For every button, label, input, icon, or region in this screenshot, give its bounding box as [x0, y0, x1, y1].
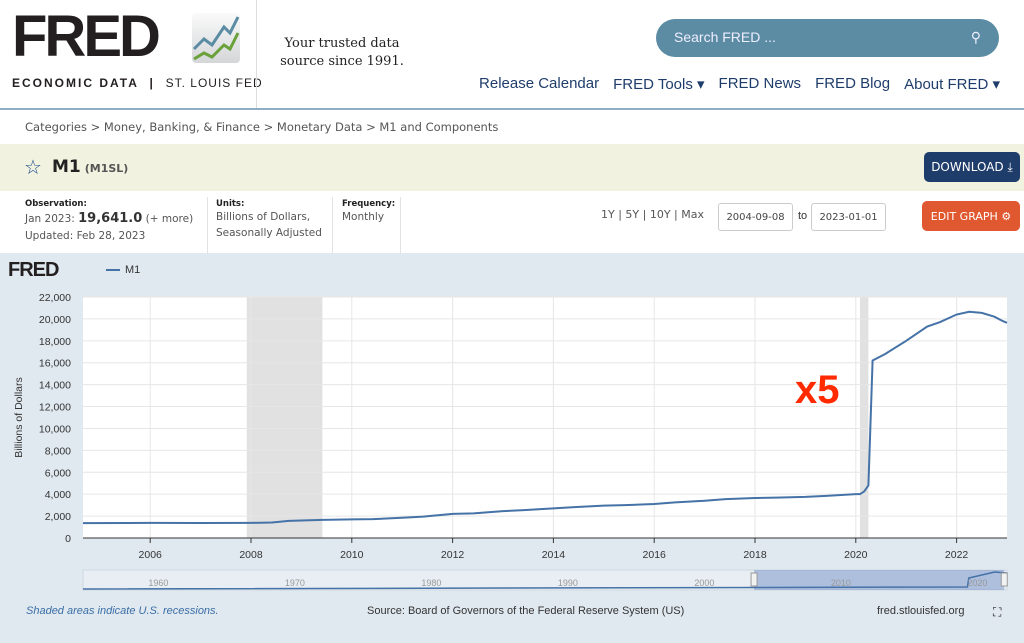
nav-fred-tools[interactable]: FRED Tools ▾: [613, 76, 705, 93]
divider: [256, 0, 257, 108]
x-tick-label: 2020: [844, 549, 868, 561]
star-icon[interactable]: ☆: [24, 155, 42, 179]
recession-band: [860, 297, 869, 538]
download-icon: ⤓: [1007, 159, 1013, 174]
logo-subtitle: ECONOMIC DATA | ST. LOUIS FED: [12, 76, 263, 90]
nav-fred-blog[interactable]: FRED Blog: [815, 75, 891, 92]
divider: [332, 197, 333, 253]
gear-icon: ⚙: [1001, 209, 1012, 223]
plot-background: [83, 297, 1007, 538]
x-tick-label: 2018: [743, 549, 767, 561]
y-tick-label: 18,000: [39, 336, 71, 348]
navigator-handle[interactable]: [750, 572, 758, 587]
navigator-handle[interactable]: [1000, 572, 1008, 587]
x-tick-label: 2016: [643, 549, 667, 561]
download-button[interactable]: DOWNLOAD ⤓: [924, 152, 1020, 182]
nav-fred-news[interactable]: FRED News: [718, 75, 802, 92]
divider: [400, 197, 401, 253]
fred-logo-small: FRED: [8, 259, 59, 281]
edit-graph-button[interactable]: EDIT GRAPH ⚙: [922, 201, 1020, 231]
start-date-input[interactable]: 2004-09-08: [718, 203, 793, 231]
x-tick-label: 2006: [139, 549, 163, 561]
y-tick-label: 20,000: [39, 314, 71, 326]
more-link[interactable]: (+ more): [145, 213, 194, 226]
y-tick-label: 2,000: [45, 511, 71, 523]
navigator-tick-label: 2010: [831, 578, 851, 588]
divider: [207, 197, 208, 253]
tagline: Your trusted data source since 1991.: [280, 36, 404, 70]
fred-logo[interactable]: FRED: [12, 4, 161, 69]
recession-note: Shaded areas indicate U.S. recessions.: [26, 605, 219, 617]
end-date-input[interactable]: 2023-01-01: [811, 203, 886, 231]
y-tick-label: 0: [65, 533, 71, 545]
page-title: M1 (M1SL): [52, 157, 129, 177]
y-tick-label: 16,000: [39, 358, 71, 370]
frequency-block: Frequency: Monthly: [342, 199, 396, 224]
y-tick-label: 4,000: [45, 489, 71, 501]
x-tick-label: 2008: [239, 549, 263, 561]
y-tick-label: 12,000: [39, 402, 71, 414]
navigator-tick-label: 1970: [285, 578, 305, 588]
nav-release-calendar[interactable]: Release Calendar: [479, 75, 600, 92]
navigator-tick-label: 1990: [558, 578, 578, 588]
legend-swatch: [106, 269, 120, 271]
chart-logo-icon: [192, 13, 240, 63]
x-tick-label: 2022: [945, 549, 969, 561]
annotation: x5: [795, 368, 840, 412]
navigator-selection: [754, 570, 1005, 590]
fred-url[interactable]: fred.stlouisfed.org: [877, 605, 965, 617]
y-tick-label: 6,000: [45, 467, 71, 479]
x-tick-label: 2012: [441, 549, 465, 561]
navigator-series: [82, 571, 1008, 590]
navigator-tick-label: 1980: [421, 578, 441, 588]
navigator-tick-label: 2000: [694, 578, 714, 588]
y-tick-label: 14,000: [39, 380, 71, 392]
y-tick-label: 8,000: [45, 445, 71, 457]
header-divider: [0, 108, 1024, 110]
title-bar: [0, 144, 1024, 191]
main-nav: Release Calendar FRED Tools ▾ FRED News …: [479, 75, 1000, 93]
line-chart[interactable]: 0 2,000 4,000 6,000 8,000 10,000 12,000 14,000 1…: [0, 253, 1024, 603]
x-tick-label: 2010: [340, 549, 364, 561]
navigator-tick-label: 2020: [967, 578, 987, 588]
y-tick-label: 22,000: [39, 292, 71, 304]
y-tick-label: 10,000: [39, 423, 71, 435]
y-axis-label: Billions of Dollars: [13, 377, 25, 458]
to-label: to: [798, 210, 808, 222]
navigator-tick-label: 1960: [148, 578, 168, 588]
search-input[interactable]: Search FRED ... ⚲: [656, 19, 999, 57]
legend: M1: [106, 264, 140, 276]
observation-block: Observation: Jan 2023: 19,641.0 (+ more) U…: [25, 199, 194, 243]
x-tick-label: 2014: [542, 549, 566, 561]
units-block: Units: Billions of Dollars, Seasonally Adj…: [216, 199, 322, 239]
fullscreen-icon[interactable]: ⛶: [993, 605, 1002, 619]
nav-about-fred[interactable]: About FRED ▾: [904, 76, 1000, 93]
source-text[interactable]: Source: Board of Governors of the Federa…: [367, 605, 685, 617]
search-icon[interactable]: ⚲: [970, 29, 981, 45]
breadcrumb[interactable]: Categories > Money, Banking, & Finance >…: [25, 120, 499, 134]
recession-band: [246, 297, 323, 538]
range-buttons[interactable]: 1Y | 5Y | 10Y | Max: [601, 208, 704, 221]
